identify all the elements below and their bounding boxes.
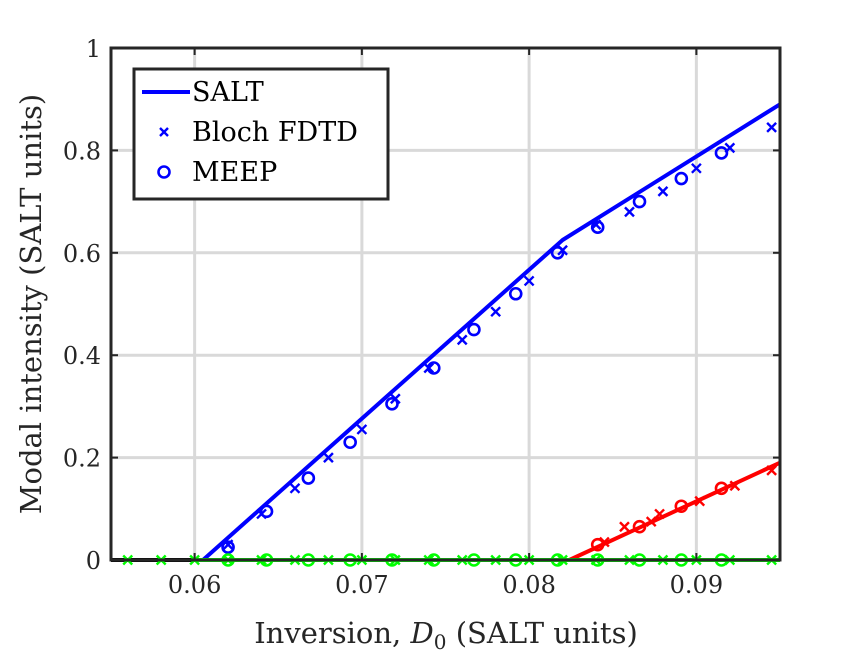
meep-point (301, 471, 316, 485)
y-axis-title: Modal intensity (SALT units) (14, 94, 48, 514)
bloch-fdtd-point (766, 465, 777, 476)
bloch-fdtd-point (323, 452, 334, 463)
meep-point (221, 540, 235, 555)
meep-point (259, 504, 274, 519)
bloch-fdtd-point (619, 521, 630, 533)
bloch-fdtd-point (729, 480, 741, 492)
meep-point (467, 322, 481, 337)
ticks: 0.06 0.07 0.08 0.09 0 0.2 0.4 0.6 0.8 1 (63, 35, 780, 599)
x-axis-title-prefix: Inversion, (254, 616, 410, 650)
axes-box (109, 46, 782, 562)
meep-point (674, 171, 689, 186)
meep-point (550, 246, 565, 260)
x-tick-label: 0.09 (670, 571, 723, 599)
x-axis-title-subscript: 0 (434, 630, 447, 654)
y-tick-label: 1 (86, 35, 101, 63)
bloch-fdtd-point (289, 482, 301, 494)
bloch-fdtd-point (456, 334, 468, 346)
meep-point (385, 397, 399, 411)
bloch-fdtd-point (356, 424, 368, 435)
y-tick-label: 0.4 (63, 342, 101, 370)
y-tick-label: 0.2 (63, 445, 101, 473)
bloch-fdtd-point (490, 306, 502, 318)
y-tick-label: 0.8 (63, 137, 101, 165)
x-axis-title-symbol: D (410, 616, 434, 650)
x-axis-title: Inversion, D0 (SALT units) (254, 616, 638, 654)
bloch-fdtd-point (657, 186, 669, 197)
meep-point (714, 146, 729, 160)
bloch-fdtd-point (624, 206, 635, 218)
x-tick-label: 0.07 (335, 571, 388, 599)
meep-point (632, 519, 647, 534)
legend-meep-marker (157, 165, 171, 179)
x-axis-title-suffix: (SALT units) (447, 616, 638, 650)
bloch-fdtd-point (523, 275, 535, 287)
meep-point (508, 286, 523, 301)
legend-bloch-marker (159, 127, 169, 137)
meep-point (674, 499, 689, 514)
bloch-fdtd-point (694, 495, 706, 507)
legend-label-salt: SALT (192, 77, 264, 108)
y-tick-label: 0.6 (63, 240, 101, 268)
meep-point (590, 220, 605, 234)
bloch-fdtd-point (645, 516, 657, 527)
legend-label-meep: MEEP (192, 157, 277, 188)
meep-point (714, 481, 729, 496)
bloch-fdtd-point (654, 508, 665, 520)
legend-label-bloch-fdtd: Bloch FDTD (192, 117, 358, 148)
legend: SALT Bloch FDTD MEEP (132, 67, 390, 201)
x-tick-label: 0.08 (502, 571, 555, 599)
meep-point (343, 435, 357, 450)
x-tick-label: 0.06 (168, 571, 221, 599)
meep-point (590, 537, 605, 552)
meep-point (426, 361, 441, 375)
meep-point (632, 194, 647, 209)
bloch-fdtd-point (766, 122, 777, 133)
y-tick-label: 0 (86, 547, 101, 575)
bloch-fdtd-point (691, 162, 702, 174)
